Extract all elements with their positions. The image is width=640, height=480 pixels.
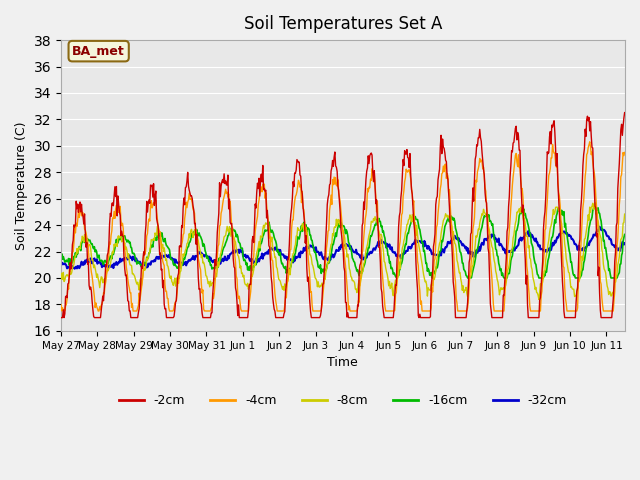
X-axis label: Time: Time <box>328 356 358 369</box>
Legend: -2cm, -4cm, -8cm, -16cm, -32cm: -2cm, -4cm, -8cm, -16cm, -32cm <box>114 389 572 412</box>
Y-axis label: Soil Temperature (C): Soil Temperature (C) <box>15 121 28 250</box>
Text: BA_met: BA_met <box>72 45 125 58</box>
Title: Soil Temperatures Set A: Soil Temperatures Set A <box>244 15 442 33</box>
